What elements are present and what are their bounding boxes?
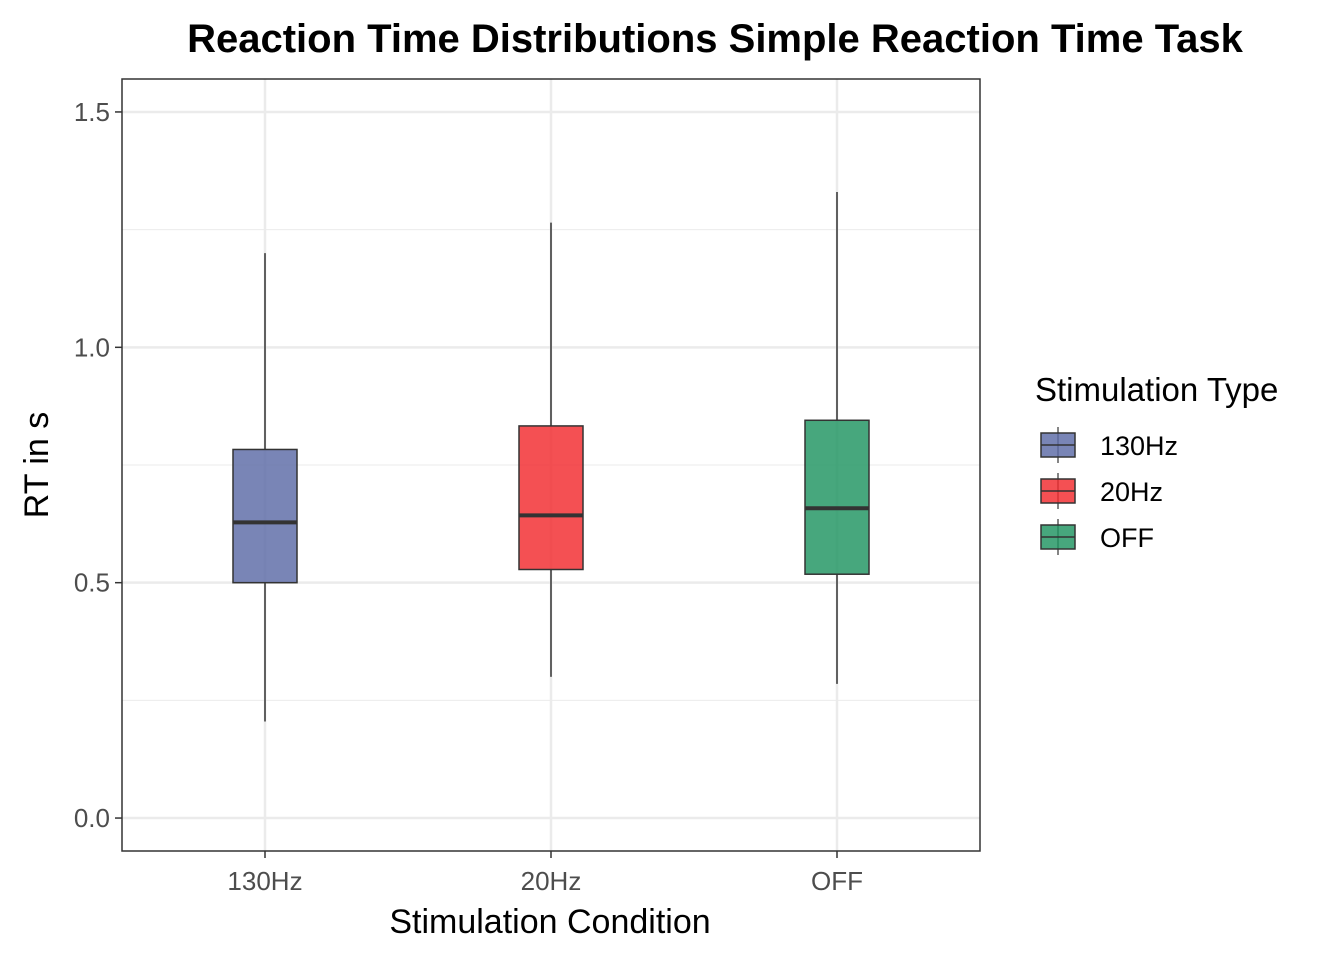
box-plots <box>232 191 870 722</box>
x-tick-label: 20Hz <box>521 866 582 896</box>
box-iqr <box>232 448 298 584</box>
y-axis-title: RT in s <box>18 412 56 518</box>
box-iqr <box>518 425 584 571</box>
box-130hz <box>232 253 298 722</box>
x-tick-label: OFF <box>811 866 863 896</box>
legend-label: OFF <box>1100 523 1154 553</box>
legend-item-130hz: 130Hz <box>1040 427 1178 463</box>
chart-title: Reaction Time Distributions Simple React… <box>187 17 1244 61</box>
box-off <box>804 191 870 684</box>
legend-label: 130Hz <box>1100 431 1178 461</box>
x-axis-title: Stimulation Condition <box>389 903 710 941</box>
box-iqr <box>804 419 870 575</box>
legend-item-off: OFF <box>1040 519 1154 555</box>
x-tick-label: 130Hz <box>227 866 302 896</box>
legend-items: 130Hz 20Hz OFF <box>1040 427 1178 555</box>
legend-label: 20Hz <box>1100 477 1163 507</box>
y-tick-label: 1.0 <box>74 332 110 362</box>
y-tick-label: 1.5 <box>74 97 110 127</box>
y-tick-label: 0.0 <box>74 803 110 833</box>
legend-item-20hz: 20Hz <box>1040 473 1163 509</box>
legend-title: Stimulation Type <box>1035 371 1278 408</box>
y-axis-ticks: 0.0 0.5 1.0 1.5 <box>74 97 122 833</box>
y-tick-label: 0.5 <box>74 568 110 598</box>
legend: Stimulation Type 130Hz 20Hz OFF <box>1035 371 1278 555</box>
box-20hz <box>518 222 584 677</box>
x-axis-ticks: 130Hz 20Hz OFF <box>227 851 863 896</box>
